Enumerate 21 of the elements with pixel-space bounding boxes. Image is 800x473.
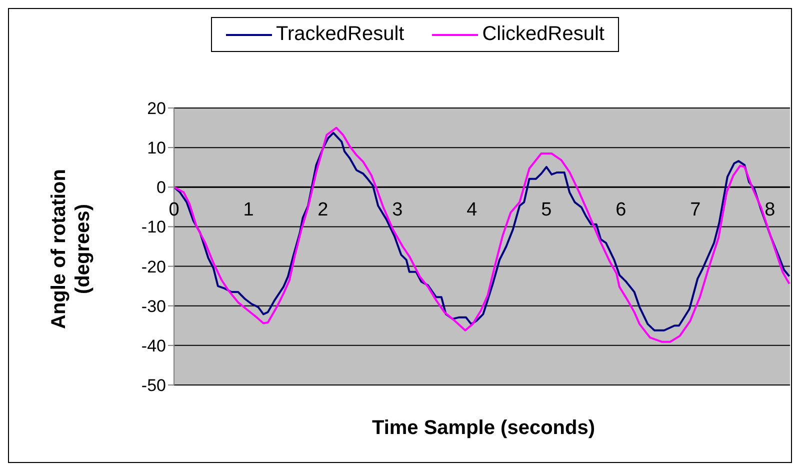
y-tick-label: -20 [141,257,166,276]
x-tick-label: 0 [168,200,180,221]
y-tick-label: -30 [141,296,166,316]
x-tick-label: 7 [690,200,701,221]
x-tick-label: 1 [243,200,254,221]
x-tick-label: 2 [318,200,328,221]
y-tick-label: 10 [147,138,166,158]
y-axis-title: Angle of rotation (degrees) [47,168,95,331]
x-tick-label: 4 [466,200,478,221]
y-tick-label: 0 [156,178,166,198]
x-tick-label: 5 [541,200,552,221]
y-tick-label: -10 [141,218,166,237]
x-tick-label: 6 [616,200,626,221]
y-tick-label: -50 [141,376,166,396]
legend-label: TrackedResult [276,23,404,46]
y-tick-label: -40 [141,336,166,356]
legend-label: ClickedResult [482,23,604,46]
x-tick-label: 3 [392,200,403,221]
x-tick-label: 8 [764,200,776,221]
x-axis-title: Time Sample (seconds) [370,417,596,440]
y-tick-label: 20 [147,99,166,118]
